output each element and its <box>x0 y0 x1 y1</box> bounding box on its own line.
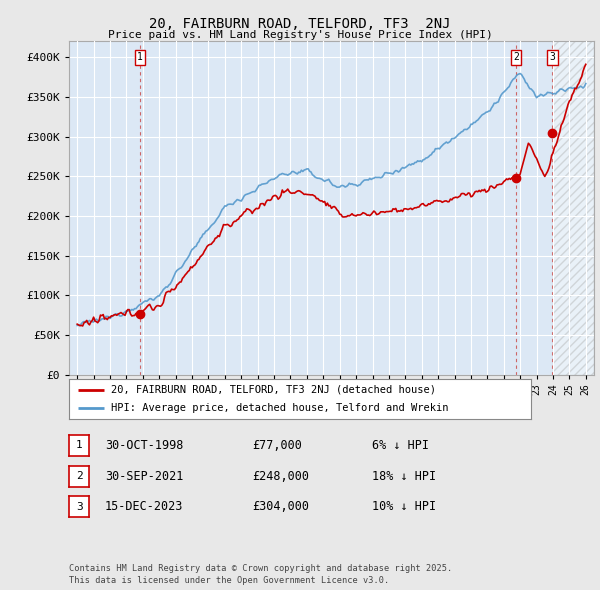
Text: 1: 1 <box>137 52 143 62</box>
Text: 20, FAIRBURN ROAD, TELFORD, TF3  2NJ: 20, FAIRBURN ROAD, TELFORD, TF3 2NJ <box>149 17 451 31</box>
Text: 2: 2 <box>513 52 519 62</box>
Text: Contains HM Land Registry data © Crown copyright and database right 2025.
This d: Contains HM Land Registry data © Crown c… <box>69 565 452 585</box>
Text: 1: 1 <box>76 441 83 450</box>
Text: 18% ↓ HPI: 18% ↓ HPI <box>372 470 436 483</box>
Text: 15-DEC-2023: 15-DEC-2023 <box>105 500 184 513</box>
Text: 30-OCT-1998: 30-OCT-1998 <box>105 439 184 452</box>
Text: 20, FAIRBURN ROAD, TELFORD, TF3 2NJ (detached house): 20, FAIRBURN ROAD, TELFORD, TF3 2NJ (det… <box>110 385 436 395</box>
Text: £304,000: £304,000 <box>252 500 309 513</box>
Text: 6% ↓ HPI: 6% ↓ HPI <box>372 439 429 452</box>
Text: 10% ↓ HPI: 10% ↓ HPI <box>372 500 436 513</box>
Bar <box>553 41 594 375</box>
Text: HPI: Average price, detached house, Telford and Wrekin: HPI: Average price, detached house, Telf… <box>110 403 448 413</box>
Text: Price paid vs. HM Land Registry's House Price Index (HPI): Price paid vs. HM Land Registry's House … <box>107 30 493 40</box>
Text: 3: 3 <box>550 52 555 62</box>
Text: £248,000: £248,000 <box>252 470 309 483</box>
Text: £77,000: £77,000 <box>252 439 302 452</box>
Text: 3: 3 <box>76 502 83 512</box>
Text: 2: 2 <box>76 471 83 481</box>
Text: 30-SEP-2021: 30-SEP-2021 <box>105 470 184 483</box>
